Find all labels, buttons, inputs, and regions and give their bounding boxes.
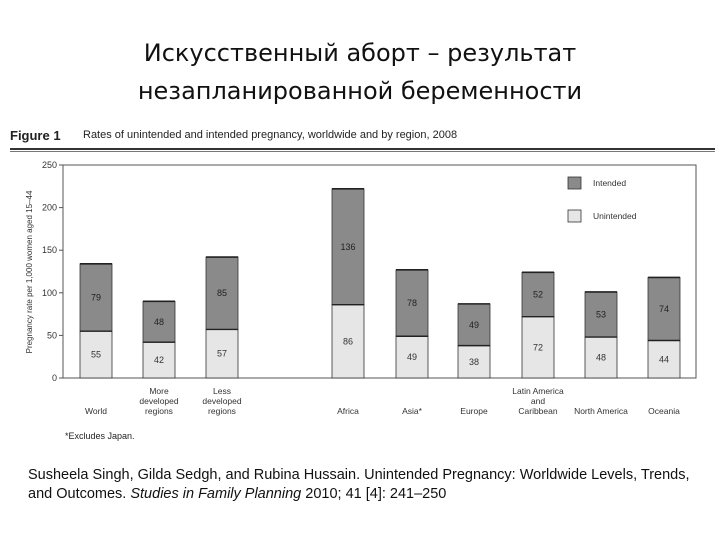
data-label-intended: 48 bbox=[154, 317, 164, 327]
data-label-intended: 74 bbox=[659, 304, 669, 314]
y-tick-label: 200 bbox=[42, 203, 57, 213]
figure-header: Figure 1 Rates of unintended and intende… bbox=[10, 128, 715, 148]
category-label: Caribbean bbox=[518, 406, 557, 416]
category-label: Less bbox=[213, 386, 231, 396]
y-tick-label: 150 bbox=[42, 245, 57, 255]
legend-label: Intended bbox=[593, 178, 626, 188]
category-label: More bbox=[149, 386, 169, 396]
bar-unintended bbox=[331, 304, 365, 379]
figure-label: Figure 1 bbox=[10, 128, 61, 143]
category-label: Oceania bbox=[648, 406, 680, 416]
citation-journal: Studies in Family Planning bbox=[130, 486, 302, 502]
y-tick-label: 0 bbox=[52, 373, 57, 383]
category-label: developed bbox=[202, 396, 242, 406]
bar-intended bbox=[331, 188, 365, 306]
data-label-unintended: 44 bbox=[659, 354, 669, 364]
data-label-intended: 52 bbox=[533, 290, 543, 300]
figure-caption: Rates of unintended and intended pregnan… bbox=[83, 129, 458, 141]
bar-unintended bbox=[205, 329, 239, 379]
data-label-intended: 53 bbox=[596, 310, 606, 320]
data-label-unintended: 49 bbox=[407, 352, 417, 362]
category-label: North America bbox=[574, 406, 628, 416]
data-label-intended: 79 bbox=[91, 292, 101, 302]
data-label-unintended: 86 bbox=[343, 336, 353, 346]
category-label: and bbox=[531, 396, 545, 406]
bar-unintended bbox=[584, 336, 618, 379]
slide-title-line-2: незапланированной беременности bbox=[137, 77, 583, 105]
slide-title: Искусственный аборт – результат незаплан… bbox=[0, 34, 720, 110]
data-label-unintended: 48 bbox=[596, 353, 606, 363]
figure-rule bbox=[10, 148, 715, 150]
bar-intended bbox=[79, 263, 113, 332]
bar-unintended bbox=[647, 340, 681, 379]
data-label-unintended: 55 bbox=[91, 350, 101, 360]
citation-authors-title: Susheela Singh, Gilda Sedgh, and Rubina … bbox=[28, 467, 690, 502]
bar-intended bbox=[521, 271, 555, 318]
category-label: regions bbox=[208, 406, 236, 416]
data-label-intended: 78 bbox=[407, 298, 417, 308]
category-label: Latin America bbox=[512, 386, 564, 396]
data-label-unintended: 57 bbox=[217, 349, 227, 359]
legend-swatch-intended bbox=[567, 176, 582, 190]
data-label-unintended: 42 bbox=[154, 355, 164, 365]
y-tick-label: 100 bbox=[42, 288, 57, 298]
category-label: Africa bbox=[337, 406, 359, 416]
bar-unintended bbox=[395, 335, 429, 379]
figure-rule-thin bbox=[10, 151, 715, 152]
bar-intended bbox=[457, 303, 491, 347]
y-tick-label: 250 bbox=[42, 160, 57, 170]
category-label: World bbox=[85, 406, 107, 416]
data-label-intended: 85 bbox=[217, 288, 227, 298]
slide-title-line-1: Искусственный аборт – результат bbox=[143, 39, 577, 67]
citation: Susheela Singh, Gilda Sedgh, and Rubina … bbox=[28, 466, 708, 504]
plot-frame bbox=[62, 164, 697, 379]
bar-unintended bbox=[142, 341, 176, 379]
y-tick-label: 50 bbox=[47, 330, 57, 340]
figure-footnote: *Excludes Japan. bbox=[65, 431, 135, 441]
data-label-unintended: 72 bbox=[533, 342, 543, 352]
data-label-unintended: 38 bbox=[469, 357, 479, 367]
category-label: developed bbox=[139, 396, 179, 406]
category-label: Europe bbox=[460, 406, 488, 416]
data-label-intended: 136 bbox=[340, 242, 355, 252]
data-label-intended: 49 bbox=[469, 320, 479, 330]
category-label: Asia* bbox=[402, 406, 423, 416]
citation-volume: 2010; 41 [4]: 241–250 bbox=[305, 486, 447, 502]
category-label: regions bbox=[145, 406, 173, 416]
legend-label: Unintended bbox=[593, 211, 637, 221]
y-axis-title: Pregnancy rate per 1,000 women aged 15–4… bbox=[25, 190, 34, 353]
legend-swatch-unintended bbox=[567, 209, 582, 223]
bar-unintended bbox=[79, 330, 113, 379]
bar-unintended bbox=[521, 316, 555, 379]
